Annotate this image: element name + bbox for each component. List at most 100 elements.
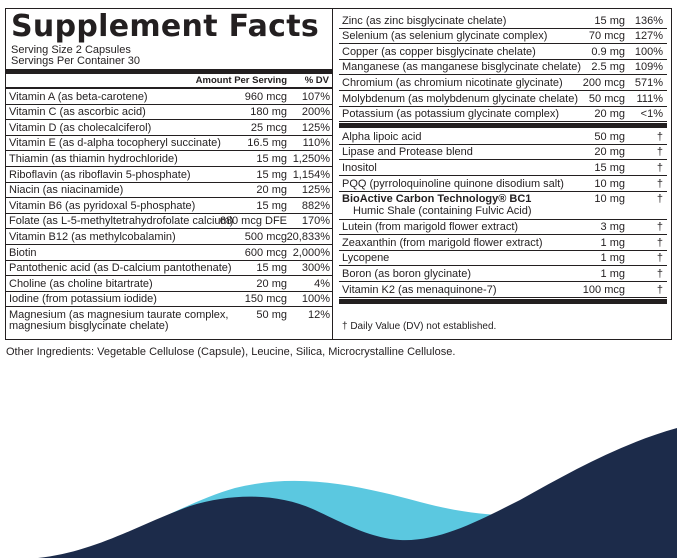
nutrient-name: Boron (as boron glycinate) [342, 267, 472, 280]
wave-decoration [38, 428, 677, 558]
nutrient-amount: 15 mg [256, 199, 287, 212]
panel-title: Supplement Facts [11, 9, 320, 44]
left-column: Supplement Facts Serving Size 2 Capsules… [6, 9, 332, 339]
nutrient-row: Choline (as choline bitartrate) 20 mg 4% [6, 276, 332, 292]
nutrient-amount: 20 mg [256, 277, 287, 290]
nutrient-amount: 20 mg [256, 184, 287, 197]
other-ingredients: Other Ingredients: Vegetable Cellulose (… [6, 346, 456, 358]
nutrient-dv: † [656, 221, 663, 234]
nutrient-dv: 571% [634, 76, 663, 89]
nutrient-name: Inositol [342, 161, 377, 174]
nutrient-name: Choline (as choline bitartrate) [9, 277, 153, 290]
nutrient-amount: 50 mg [256, 308, 287, 321]
nutrient-name: Thiamin (as thiamin hydrochloride) [9, 152, 178, 165]
nutrient-amount: 2.5 mg [591, 61, 625, 74]
nutrient-row: Thiamin (as thiamin hydrochloride) 15 mg 1… [6, 151, 332, 167]
nutrient-name: Vitamin K2 (as menaquinone-7) [342, 283, 497, 296]
nutrient-row: Biotin 600 mcg 2,000% [6, 245, 332, 261]
column-divider [332, 9, 333, 339]
nutrient-row: Lycopene 1 mg † [339, 251, 667, 267]
nutrient-dv: † [656, 161, 663, 174]
nutrient-amount: 15 mg [256, 152, 287, 165]
nutrient-amount: 20 mg [594, 108, 625, 121]
nutrient-row: Alpha lipoic acid 50 mg † [339, 129, 667, 145]
nutrient-name: Zeaxanthin (from marigold flower extract… [342, 236, 543, 249]
nutrient-row: PQQ (pyrroloquinoline quinone disodium s… [339, 176, 667, 192]
nutrient-name: Chromium (as chromium nicotinate glycina… [342, 76, 563, 89]
nutrient-amount: 150 mcg [244, 293, 287, 306]
nutrient-dv: † [656, 193, 663, 206]
nutrient-name: Lycopene [342, 252, 390, 265]
thick-rule [6, 69, 332, 74]
nutrient-amount: 200 mcg [582, 76, 625, 89]
nutrient-name: Lutein (from marigold flower extract) [342, 221, 519, 234]
nutrient-amount: 50 mcg [588, 92, 625, 105]
nutrient-dv: 100% [301, 293, 330, 306]
nutrient-name: Molybdenum (as molybdenum glycinate chel… [342, 92, 579, 105]
nutrient-dv: 136% [634, 14, 663, 27]
nutrient-name: Magnesium (as magnesium taurate complex, [9, 308, 229, 321]
nutrient-amount: 100 mcg [582, 283, 625, 296]
nutrient-row: Lipase and Protease blend 20 mg † [339, 145, 667, 161]
nutrient-amount: 600 mcg [244, 246, 287, 259]
nutrient-amount: 25 mcg [250, 121, 287, 134]
nutrient-name: Vitamin C (as ascorbic acid) [9, 106, 146, 119]
nutrient-amount: 3 mg [600, 221, 625, 234]
nutrient-dv: † [656, 283, 663, 296]
nutrient-amount: 16.5 mg [247, 137, 287, 150]
nutrient-row: Potassium (as potassium glycinate comple… [339, 107, 667, 123]
nutrient-amount: 15 mg [256, 262, 287, 275]
nutrient-dv: 111% [636, 92, 663, 105]
nutrient-amount: 1 mg [600, 236, 625, 249]
nutrient-row: Boron (as boron glycinate) 1 mg † [339, 266, 667, 282]
nutrient-name-cont: magnesium bisglycinate chelate) [9, 320, 169, 332]
nutrient-name: Riboflavin (as riboflavin 5-phosphate) [9, 168, 191, 181]
nutrient-dv: 125% [301, 184, 330, 197]
nutrient-amount: 680 mcg DFE [219, 215, 287, 228]
nutrient-name: Selenium (as selenium glycinate complex) [342, 30, 548, 43]
nutrient-name: Lipase and Protease blend [342, 146, 473, 159]
nutrient-row: Folate (as L-5-methyltetrahydrofolate ca… [6, 214, 332, 230]
header-rule [6, 87, 332, 89]
nutrient-dv: † [656, 252, 663, 265]
wave-dark-shape [38, 428, 677, 558]
nutrient-name: Zinc (as zinc bisglycinate chelate) [342, 14, 507, 27]
nutrient-amount: 960 mcg [244, 90, 287, 103]
nutrient-name: Copper (as copper bisglycinate chelate) [342, 45, 536, 58]
nutrient-dv: 200% [301, 106, 330, 119]
nutrient-dv: <1% [640, 108, 663, 121]
servings-per-container: Servings Per Container 30 [11, 55, 141, 67]
nutrient-dv: 20,833% [286, 230, 330, 243]
right-column: Zinc (as zinc bisglycinate chelate) 15 mg… [339, 9, 667, 339]
nutrient-name: Vitamin B6 (as pyridoxal 5-phosphate) [9, 199, 196, 212]
nutrient-amount: 15 mg [594, 161, 625, 174]
nutrient-dv: 12% [307, 308, 330, 321]
nutrient-row: Niacin (as niacinamide) 20 mg 125% [6, 183, 332, 199]
nutrient-name: PQQ (pyrroloquinoline quinone disodium s… [342, 177, 564, 190]
section-rule [339, 123, 667, 129]
nutrient-dv: † [656, 130, 663, 143]
nutrient-dv: 125% [301, 121, 330, 134]
nutrient-dv: † [656, 177, 663, 190]
nutrient-row: Chromium (as chromium nicotinate glycina… [339, 75, 667, 91]
column-header: Amount Per Serving % DV [6, 74, 332, 87]
nutrient-amount: 0.9 mg [591, 45, 625, 58]
magnesium-row: Magnesium (as magnesium taurate complex,… [6, 307, 332, 335]
nutrient-dv: 300% [301, 262, 330, 275]
nutrient-row: Riboflavin (as riboflavin 5-phosphate) 15… [6, 167, 332, 183]
nutrient-row: Lutein (from marigold flower extract) 3 m… [339, 220, 667, 236]
nutrient-name: Vitamin D (as cholecalciferol) [9, 121, 152, 134]
nutrient-amount: 15 mg [594, 14, 625, 27]
serving-size: Serving Size 2 Capsules [11, 44, 131, 56]
nutrient-row: Vitamin D (as cholecalciferol) 25 mcg 125% [6, 120, 332, 136]
nutrient-row: Selenium (as selenium glycinate complex)… [339, 29, 667, 45]
amount-header: Amount Per Serving [195, 75, 287, 86]
nutrient-name-cont: Humic Shale (containing Fulvic Acid) [353, 204, 532, 217]
nutrient-row: Zeaxanthin (from marigold flower extract… [339, 235, 667, 251]
nutrient-name: Potassium (as potassium glycinate comple… [342, 108, 560, 121]
nutrient-row: Manganese (as manganese bisglycinate che… [339, 60, 667, 76]
nutrient-dv: † [656, 267, 663, 280]
nutrient-row: Vitamin E (as d-alpha tocopheryl succina… [6, 136, 332, 152]
nutrient-row: Zinc (as zinc bisglycinate chelate) 15 mg… [339, 13, 667, 29]
nutrient-row: Vitamin K2 (as menaquinone-7) 100 mcg † [339, 282, 667, 298]
